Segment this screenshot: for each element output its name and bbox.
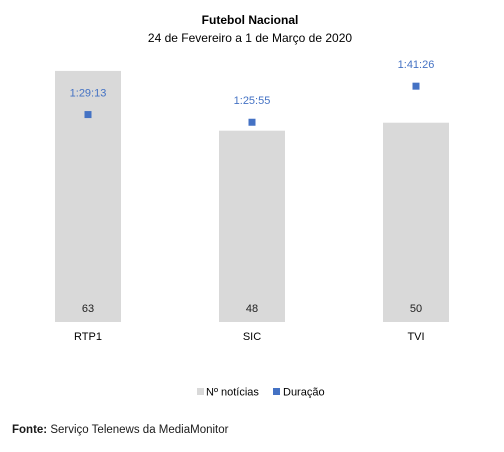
duration-label: 1:29:13 xyxy=(70,88,107,100)
legend-swatch-duracao xyxy=(273,388,280,395)
bar-rtp1 xyxy=(55,70,121,323)
category-label: RTP1 xyxy=(74,331,102,343)
bar-tvi xyxy=(383,122,449,322)
legend: Nº notícias Duração xyxy=(197,387,325,399)
legend-swatch-noticias xyxy=(197,388,204,395)
source-text: Serviço Telenews da MediaMonitor xyxy=(47,424,229,436)
source-note: Fonte: Serviço Telenews da MediaMonitor xyxy=(12,424,228,436)
duration-label: 1:41:26 xyxy=(398,59,435,71)
legend-label-duracao: Duração xyxy=(283,387,325,399)
duration-point-rtp1 xyxy=(84,111,92,119)
bar-value-label: 63 xyxy=(82,303,94,315)
category-label: SIC xyxy=(243,331,261,343)
plot-area: 63 RTP1 1:29:13 48 SIC 1:25:55 50 TVI 1:41:26 xyxy=(55,59,449,343)
duration-label: 1:25:55 xyxy=(234,95,271,107)
legend-label-noticias: Nº notícias xyxy=(206,387,259,399)
category-label: TVI xyxy=(407,331,424,343)
chart-subtitle: 24 de Fevereiro a 1 de Março de 2020 xyxy=(148,31,352,45)
source-label: Fonte: xyxy=(12,424,48,436)
chart-title: Futebol Nacional xyxy=(202,13,299,27)
bar-sic xyxy=(219,130,285,322)
duration-point-tvi xyxy=(412,82,420,90)
bar-value-label: 50 xyxy=(410,303,422,315)
bar-value-label: 48 xyxy=(246,303,258,315)
duration-point-sic xyxy=(248,118,256,126)
